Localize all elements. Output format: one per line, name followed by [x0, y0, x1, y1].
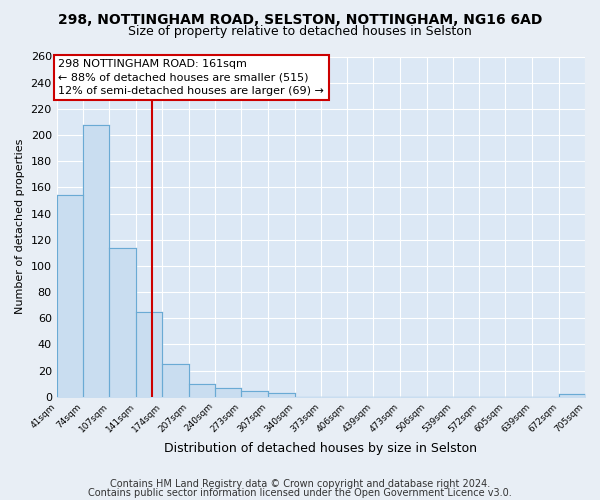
- Text: Size of property relative to detached houses in Selston: Size of property relative to detached ho…: [128, 25, 472, 38]
- Text: Contains public sector information licensed under the Open Government Licence v3: Contains public sector information licen…: [88, 488, 512, 498]
- Text: 298 NOTTINGHAM ROAD: 161sqm
← 88% of detached houses are smaller (515)
12% of se: 298 NOTTINGHAM ROAD: 161sqm ← 88% of det…: [58, 59, 324, 96]
- Y-axis label: Number of detached properties: Number of detached properties: [15, 139, 25, 314]
- Text: 298, NOTTINGHAM ROAD, SELSTON, NOTTINGHAM, NG16 6AD: 298, NOTTINGHAM ROAD, SELSTON, NOTTINGHA…: [58, 12, 542, 26]
- X-axis label: Distribution of detached houses by size in Selston: Distribution of detached houses by size …: [164, 442, 478, 455]
- Text: Contains HM Land Registry data © Crown copyright and database right 2024.: Contains HM Land Registry data © Crown c…: [110, 479, 490, 489]
